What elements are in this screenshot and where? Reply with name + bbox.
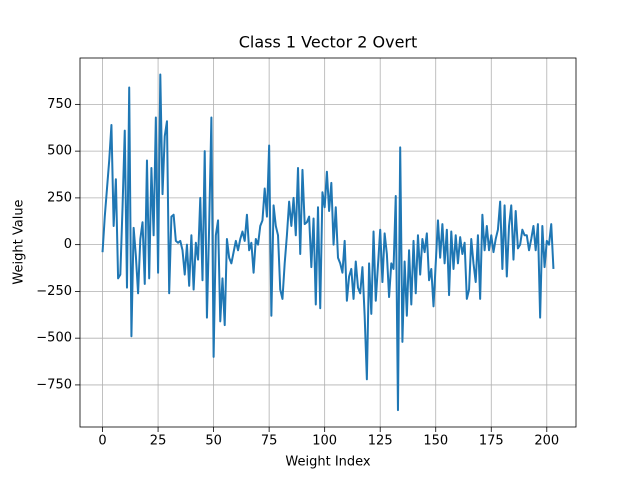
- y-tick-label: 750: [47, 97, 72, 112]
- y-tick-label: −500: [36, 331, 72, 346]
- x-tick-label: 75: [261, 434, 278, 449]
- y-tick-label: −250: [36, 284, 72, 299]
- x-tick-label: 50: [205, 434, 222, 449]
- x-tick-label: 100: [312, 434, 337, 449]
- chart-title: Class 1 Vector 2 Overt: [239, 33, 418, 52]
- y-tick-label: −750: [36, 377, 72, 392]
- x-tick-label: 0: [98, 434, 106, 449]
- y-tick-label: 500: [47, 144, 72, 159]
- plot-frame: [79, 57, 577, 428]
- x-axis-label: Weight Index: [285, 455, 371, 470]
- y-tick-label: 0: [64, 237, 72, 252]
- y-axis-label: Weight Value: [12, 199, 27, 284]
- x-tick-label: 125: [368, 434, 393, 449]
- data-line: [101, 73, 555, 412]
- x-tick-label: 25: [150, 434, 167, 449]
- x-tick-label: 200: [534, 434, 559, 449]
- y-tick-label: 250: [47, 190, 72, 205]
- x-tick-label: 175: [479, 434, 504, 449]
- x-tick-label: 150: [423, 434, 448, 449]
